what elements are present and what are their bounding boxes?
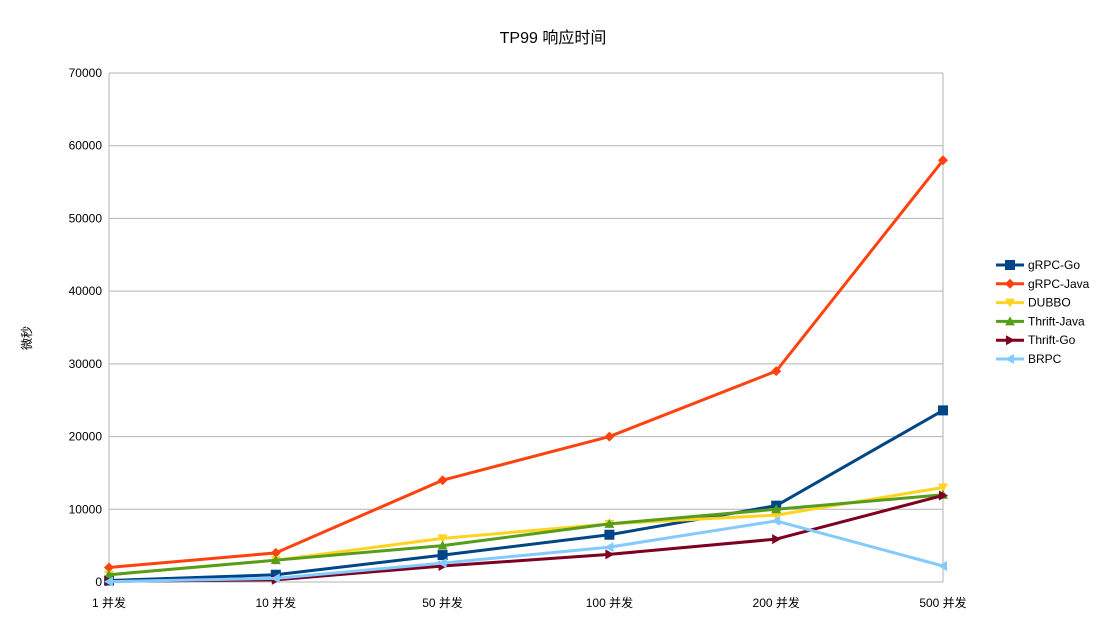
x-tick-label: 50 并发 xyxy=(422,595,463,610)
data-point xyxy=(270,555,281,565)
data-point xyxy=(771,515,781,526)
series-line xyxy=(108,159,945,569)
series-brpc xyxy=(104,515,947,587)
data-point xyxy=(104,569,114,579)
data-point xyxy=(104,576,113,587)
data-point xyxy=(771,366,782,377)
legend-label: Thrift-Go xyxy=(1028,333,1076,347)
legend-label: gRPC-Go xyxy=(1028,258,1080,272)
series-grpc-java xyxy=(104,155,948,573)
series-grpc-go xyxy=(104,405,948,586)
legend-marker xyxy=(1005,260,1015,270)
series-line xyxy=(108,409,944,583)
x-tick-label: 200 并发 xyxy=(753,595,800,610)
legend-item: gRPC-Go xyxy=(996,258,1080,272)
data-point xyxy=(772,534,782,545)
data-point xyxy=(437,540,448,550)
legend-marker xyxy=(1005,316,1015,326)
data-point xyxy=(604,431,615,442)
legend-label: gRPC-Java xyxy=(1028,277,1090,291)
data-point xyxy=(270,547,281,558)
legend-marker xyxy=(1005,298,1015,308)
y-tick-label: 30000 xyxy=(69,357,103,371)
y-tick-label: 70000 xyxy=(69,66,103,80)
y-tick-label: 10000 xyxy=(69,502,103,516)
data-point xyxy=(437,550,448,561)
data-point xyxy=(604,529,615,540)
plot-area: 0 10000 20000 30000 40000 50000 60000 70000 1 并发… xyxy=(69,66,967,610)
legend-item: gRPC-Java xyxy=(996,277,1090,291)
data-point xyxy=(938,483,948,493)
y-axis-label: 微秒 xyxy=(20,326,34,350)
y-tick-label: 0 xyxy=(95,575,102,589)
legend-marker xyxy=(1006,335,1015,346)
data-point xyxy=(939,490,948,501)
data-point xyxy=(938,405,948,416)
chart-title: TP99 响应时间 xyxy=(500,28,607,47)
data-point xyxy=(270,569,281,580)
x-tick-label: 1 并发 xyxy=(92,595,126,610)
y-tick-label: 60000 xyxy=(69,139,103,153)
data-point xyxy=(437,475,448,486)
data-point xyxy=(605,549,615,560)
legend-label: DUBBO xyxy=(1028,296,1071,310)
data-point xyxy=(771,504,782,514)
legend-label: BRPC xyxy=(1028,352,1062,366)
x-tick-label: 100 并发 xyxy=(586,595,633,610)
data-point xyxy=(104,562,114,573)
data-point xyxy=(604,542,614,553)
x-tick-label: 10 并发 xyxy=(255,595,296,610)
data-point xyxy=(938,561,947,572)
legend-label: Thrift-Java xyxy=(1028,314,1085,328)
y-tick-label: 20000 xyxy=(69,430,103,444)
y-tick-label: 50000 xyxy=(69,211,103,225)
legend-item: Thrift-Go xyxy=(996,333,1076,347)
series-line xyxy=(108,493,944,577)
legend-marker xyxy=(1005,278,1015,289)
data-point xyxy=(604,518,615,528)
legend-item: Thrift-Java xyxy=(996,314,1085,328)
data-point xyxy=(270,573,280,584)
legend: gRPC-Go gRPC-Java DUBBO Thrift-Java Thrift-G… xyxy=(996,258,1090,366)
series-line xyxy=(108,519,944,584)
y-tick-label: 40000 xyxy=(69,284,103,298)
data-point xyxy=(437,558,447,569)
data-point xyxy=(437,534,448,544)
x-tick-label: 500 并发 xyxy=(919,595,966,610)
legend-marker xyxy=(1005,354,1014,364)
legend-item: BRPC xyxy=(996,352,1062,366)
data-point xyxy=(938,155,948,166)
data-point xyxy=(771,511,782,521)
legend-item: DUBBO xyxy=(996,296,1071,310)
